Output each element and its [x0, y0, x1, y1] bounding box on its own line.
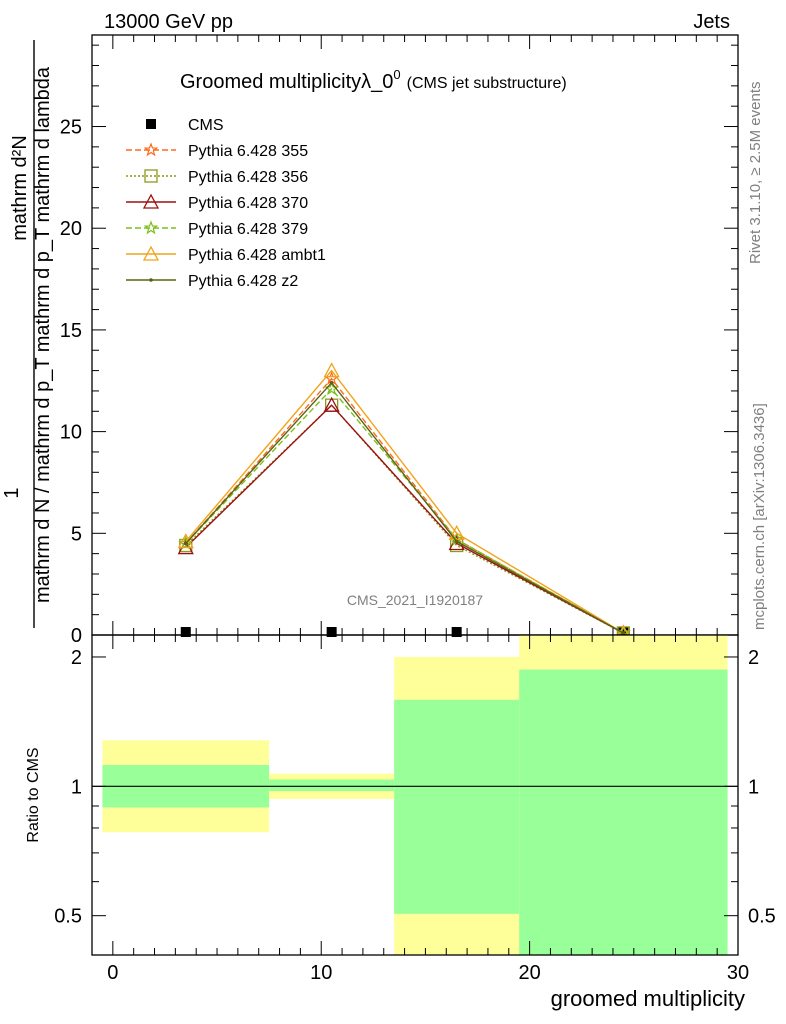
- collision-label: 13000 GeV pp: [104, 11, 233, 33]
- legend-marker: [143, 142, 159, 157]
- data-point: [329, 380, 334, 385]
- uncertainty-band-stat: [269, 779, 395, 792]
- legend-marker: [142, 245, 160, 261]
- legend-entry: Pythia 6.428 355: [126, 142, 308, 160]
- main-panel: 5 10 15 20 25 0: [60, 34, 739, 647]
- series-6: [183, 380, 626, 635]
- data-point: [621, 631, 626, 635]
- process-label: Jets: [693, 11, 730, 33]
- x-tick-label: 10: [310, 962, 332, 984]
- series-line: [185, 381, 624, 634]
- legend-label: Pythia 6.428 ambt1: [188, 247, 326, 264]
- legend-label: Pythia 6.428 356: [188, 169, 308, 186]
- ratio-y-tick-label-right: 2: [748, 647, 759, 669]
- y-tick-label: 20: [60, 218, 82, 240]
- y-tick-label-zero: 0: [71, 625, 82, 647]
- legend-label: CMS: [188, 117, 224, 134]
- uncertainty-band-stat: [519, 669, 728, 955]
- legend-entry: Pythia 6.428 356: [126, 169, 308, 186]
- legend-marker: [142, 193, 160, 209]
- data-point: [454, 539, 459, 544]
- data-point: [183, 541, 188, 546]
- rivet-version-label: Rivet 3.1.10, ≥ 2.5M events: [747, 82, 764, 265]
- y-tick-label: 25: [60, 117, 82, 139]
- chart-title: Groomed multiplicityλ_00(CMS jet substru…: [180, 67, 567, 93]
- series-line: [185, 387, 624, 634]
- ratio-axis-ticks: 0.5 0.51 12 20 10 20 30: [54, 635, 776, 984]
- data-point: [180, 627, 191, 637]
- legend-entry: Pythia 6.428 379: [126, 220, 308, 238]
- y-axis-title-prefactor: 1: [1, 487, 23, 498]
- ratio-y-tick-label: 2: [71, 647, 82, 669]
- x-tick-label: 30: [727, 962, 749, 984]
- x-tick-label: 0: [107, 962, 118, 984]
- mcplots-label: mcplots.cern.ch [arXiv:1306.3436]: [751, 403, 768, 630]
- main-axis-ticks: 5 10 15 20 25 0: [60, 35, 739, 647]
- ratio-y-tick-label-right: 1: [748, 776, 759, 798]
- legend-label: Pythia 6.428 370: [188, 195, 308, 212]
- uncertainty-band-stat: [394, 699, 520, 914]
- y-tick-label: 5: [71, 523, 82, 545]
- series-5: [177, 362, 632, 640]
- legend-marker: [146, 119, 156, 129]
- x-axis-title: groomed multiplicity: [551, 986, 745, 1011]
- ratio-y-tick-label: 0.5: [54, 906, 82, 928]
- legend-label: Pythia 6.428 379: [188, 221, 308, 238]
- series-line: [185, 369, 624, 634]
- legend-marker: [149, 278, 153, 282]
- data-point: [451, 627, 462, 637]
- legend-marker: [143, 220, 159, 235]
- y-axis-title-numerator: mathrm d²N: [9, 135, 31, 241]
- series-line: [185, 404, 624, 634]
- data-point: [323, 396, 340, 412]
- y-axis-title-denominator: mathrm d N / mathrm d p_T mathrm d p_T m…: [32, 66, 54, 603]
- y-tick-label: 10: [60, 422, 82, 444]
- y-axis-title: 1 mathrm d²N mathrm d N / mathrm d p_T m…: [1, 40, 54, 628]
- ratio-y-tick-label: 1: [71, 776, 82, 798]
- legend-entry: Pythia 6.428 ambt1: [126, 245, 326, 264]
- x-tick-label: 20: [518, 962, 540, 984]
- ratio-panel-frame: [91, 634, 739, 956]
- data-point: [448, 524, 465, 540]
- data-point: [326, 627, 337, 637]
- legend-label: Pythia 6.428 355: [188, 143, 308, 160]
- ratio-y-tick-label-right: 0.5: [748, 906, 776, 928]
- data-point: [177, 533, 194, 549]
- ratio-panel: 0.5 0.51 12 20 10 20 30: [54, 634, 776, 984]
- y-tick-label: 15: [60, 320, 82, 342]
- data-point: [323, 362, 340, 378]
- legend-entry: CMS: [146, 117, 224, 134]
- legend-marker: [144, 169, 158, 183]
- analysis-watermark: CMS_2021_I1920187: [347, 592, 483, 608]
- legend: CMS Pythia 6.428 355 Pythia 6.428 356 Pythi…: [126, 117, 326, 290]
- legend-entry: Pythia 6.428 370: [126, 193, 308, 212]
- legend-entry: Pythia 6.428 z2: [126, 273, 298, 290]
- ratio-bands: [102, 635, 728, 955]
- legend-label: Pythia 6.428 z2: [188, 273, 298, 290]
- ratio-axis-title: Ratio to CMS: [25, 747, 42, 842]
- series-line: [185, 377, 624, 634]
